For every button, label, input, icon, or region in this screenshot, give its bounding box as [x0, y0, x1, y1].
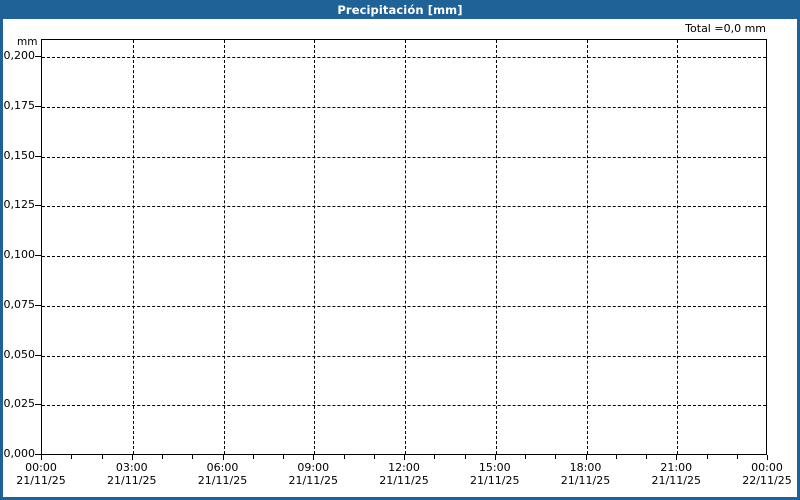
x-axis-tick-time: 06:00: [206, 461, 239, 474]
y-axis-tick: [35, 155, 41, 157]
x-axis-minor-tick: [283, 455, 284, 459]
x-axis-tick-label: 00:00 21/11/25: [16, 461, 65, 487]
precipitation-series: [42, 40, 766, 454]
y-axis-tick: [35, 255, 41, 256]
y-axis-tick-label: 0,075: [3, 297, 36, 311]
x-axis-tick-label: 12:00 21/11/25: [379, 461, 428, 487]
y-axis-tick-label: 0,150: [3, 148, 36, 162]
x-axis-tick: [494, 455, 496, 460]
x-axis-tick-date: 21/11/25: [379, 474, 429, 487]
gridline-horizontal: [42, 405, 766, 407]
gridline-horizontal: [42, 206, 766, 208]
x-axis-minor-tick: [736, 455, 738, 459]
x-axis-tick: [41, 455, 42, 460]
x-axis-tick-time: 15:00: [478, 461, 511, 474]
y-axis-tick-label: 0,175: [3, 98, 36, 112]
page-title: Precipitación [mm]: [337, 2, 463, 17]
gridline-vertical: [132, 40, 134, 454]
y-axis-tick-label: 0,025: [3, 397, 36, 411]
x-axis-minor-tick: [343, 455, 345, 459]
x-axis-minor-tick: [192, 455, 194, 459]
x-axis-minor-tick: [646, 455, 647, 459]
x-axis-tick-label: 18:00 21/11/25: [561, 461, 610, 487]
y-axis-tick: [35, 56, 41, 57]
y-axis-tick-label: 0,000: [3, 447, 36, 460]
x-axis-tick-time: 09:00: [297, 461, 330, 474]
x-axis-tick-label: 15:00 21/11/25: [470, 461, 519, 487]
x-axis-minor-tick: [101, 455, 103, 459]
x-axis-minor-tick: [252, 455, 254, 459]
gridline-vertical: [405, 40, 406, 454]
gridline-vertical: [223, 40, 225, 454]
gridline-horizontal: [42, 256, 766, 257]
total-annotation: Total =0,0 mm: [685, 22, 766, 35]
y-axis-tick-label: 0,100: [3, 248, 36, 261]
x-axis-tick: [313, 455, 315, 460]
x-axis-tick-date: 21/11/25: [560, 474, 611, 487]
x-axis-minor-tick: [71, 455, 73, 459]
y-axis-tick: [35, 404, 41, 406]
gridline-horizontal: [42, 305, 766, 307]
x-axis-tick-date: 21/11/25: [197, 474, 248, 487]
x-axis-tick-label: 21:00 21/11/25: [652, 461, 701, 487]
x-axis-minor-tick: [525, 455, 526, 459]
x-axis-minor-tick: [706, 455, 708, 459]
x-axis-tick-time: 00:00: [751, 461, 783, 474]
plot-area: [41, 39, 767, 455]
gridline-vertical: [495, 40, 497, 454]
x-axis-tick-date: 21/11/25: [651, 474, 701, 487]
gridline-vertical: [586, 40, 588, 454]
x-axis-tick-date: 21/11/25: [288, 474, 338, 487]
x-axis-tick: [404, 455, 405, 460]
x-axis-tick: [585, 455, 587, 460]
x-axis-tick-time: 03:00: [115, 461, 148, 474]
x-axis-tick: [131, 455, 133, 460]
x-axis-tick-time: 12:00: [388, 461, 420, 474]
x-axis-tick: [222, 455, 224, 460]
x-axis-tick-date: 22/11/25: [742, 474, 792, 487]
gridline-horizontal: [42, 106, 766, 108]
x-axis-minor-tick: [464, 455, 466, 459]
gridline-horizontal: [42, 57, 766, 58]
x-axis-tick-label: 03:00 21/11/25: [107, 461, 156, 487]
x-axis-tick: [676, 455, 678, 460]
x-axis-tick: [767, 455, 768, 460]
x-axis-minor-tick: [615, 455, 617, 459]
x-axis-tick-label: 00:00 22/11/25: [742, 461, 791, 487]
gridline-horizontal: [42, 156, 766, 158]
x-axis-tick-label: 09:00 21/11/25: [289, 461, 338, 487]
y-axis-unit-label: mm: [17, 36, 38, 48]
x-axis-minor-tick: [162, 455, 163, 459]
y-axis-tick-label: 0,050: [3, 347, 36, 361]
x-axis-minor-tick: [434, 455, 436, 459]
x-axis-tick-date: 21/11/25: [470, 474, 520, 487]
x-axis-minor-tick: [373, 455, 375, 459]
gridline-horizontal: [42, 355, 766, 357]
window-title-bar: Precipitación [mm]: [0, 0, 800, 19]
x-axis-tick-date: 21/11/25: [107, 474, 157, 487]
y-axis-tick: [35, 454, 41, 455]
x-axis-tick-time: 21:00: [660, 461, 693, 474]
x-axis-tick-date: 21/11/25: [16, 474, 66, 487]
gridline-vertical: [677, 40, 679, 454]
y-axis-tick-label: 0,125: [3, 198, 36, 212]
y-axis-tick: [35, 304, 41, 306]
y-axis-tick-label: 0,200: [3, 49, 36, 62]
x-axis-tick-time: 18:00: [569, 461, 602, 474]
y-axis-tick: [35, 354, 41, 356]
y-axis-tick: [35, 205, 41, 207]
y-axis-tick: [35, 105, 41, 107]
x-axis-tick-label: 06:00 21/11/25: [198, 461, 247, 487]
x-axis-minor-tick: [555, 455, 557, 459]
gridline-vertical: [314, 40, 316, 454]
x-axis-tick-time: 00:00: [25, 461, 57, 474]
